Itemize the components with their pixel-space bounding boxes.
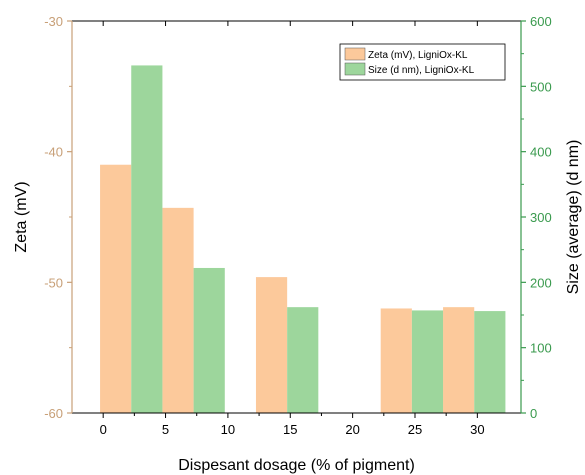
size-bar-0 <box>131 65 163 413</box>
y-right-tick-label-5: 500 <box>530 79 552 94</box>
x-tick-label-0: 0 <box>100 422 107 437</box>
size-bar-2 <box>287 307 319 413</box>
y-left-axis-ticks: -60 -50 -40 -30 <box>44 14 72 421</box>
y-right-tick-label-6: 600 <box>530 14 552 29</box>
y-right-tick-label-3: 300 <box>530 210 552 225</box>
x-tick-label-3: 15 <box>283 422 297 437</box>
x-axis-title: Dispesant dosage (% of pigment) <box>178 457 415 474</box>
legend-box <box>339 43 506 81</box>
zeta-bar-2 <box>255 277 288 413</box>
x-tick-label-2: 10 <box>221 422 235 437</box>
size-bar-4 <box>474 311 506 413</box>
y-left-tick-label-1: -50 <box>44 275 63 290</box>
zeta-bar-4 <box>443 307 475 413</box>
x-tick-label-1: 5 <box>162 422 169 437</box>
zeta-bar-3 <box>380 308 412 413</box>
legend-label-size: Size (d nm), LigniOx-KL <box>368 65 475 76</box>
y-left-tick-label-3: -30 <box>44 14 63 29</box>
legend-label-zeta: Zeta (mV), LigniOx-KL <box>368 50 468 61</box>
x-tick-label-5: 25 <box>408 422 422 437</box>
x-tick-label-6: 30 <box>470 422 484 437</box>
y-left-tick-label-2: -40 <box>44 145 63 160</box>
y-right-tick-label-2: 200 <box>530 275 552 290</box>
y-right-axis-title: Size (average) (d nm) <box>565 140 582 295</box>
zeta-bar-0 <box>100 164 132 413</box>
zeta-bar-1 <box>162 207 194 413</box>
y-right-tick-label-4: 400 <box>530 145 552 160</box>
bars-layer <box>100 65 506 413</box>
size-bar-3 <box>411 310 444 413</box>
size-bar-1 <box>193 267 225 413</box>
legend-swatch-size <box>344 62 366 76</box>
y-left-axis-title: Zeta (mV) <box>13 181 30 252</box>
y-right-axis-ticks: 0 100 200 300 400 500 600 <box>521 14 552 421</box>
y-right-tick-label-0: 0 <box>530 406 537 421</box>
x-tick-label-4: 20 <box>345 422 359 437</box>
x-axis-ticks: 0 5 10 15 20 25 30 <box>100 21 485 437</box>
legend: Zeta (mV), LigniOx-KL Size (d nm), Ligni… <box>339 43 506 81</box>
legend-swatch-zeta <box>344 47 366 61</box>
y-right-tick-label-1: 100 <box>530 341 552 356</box>
y-left-tick-label-0: -60 <box>44 406 63 421</box>
